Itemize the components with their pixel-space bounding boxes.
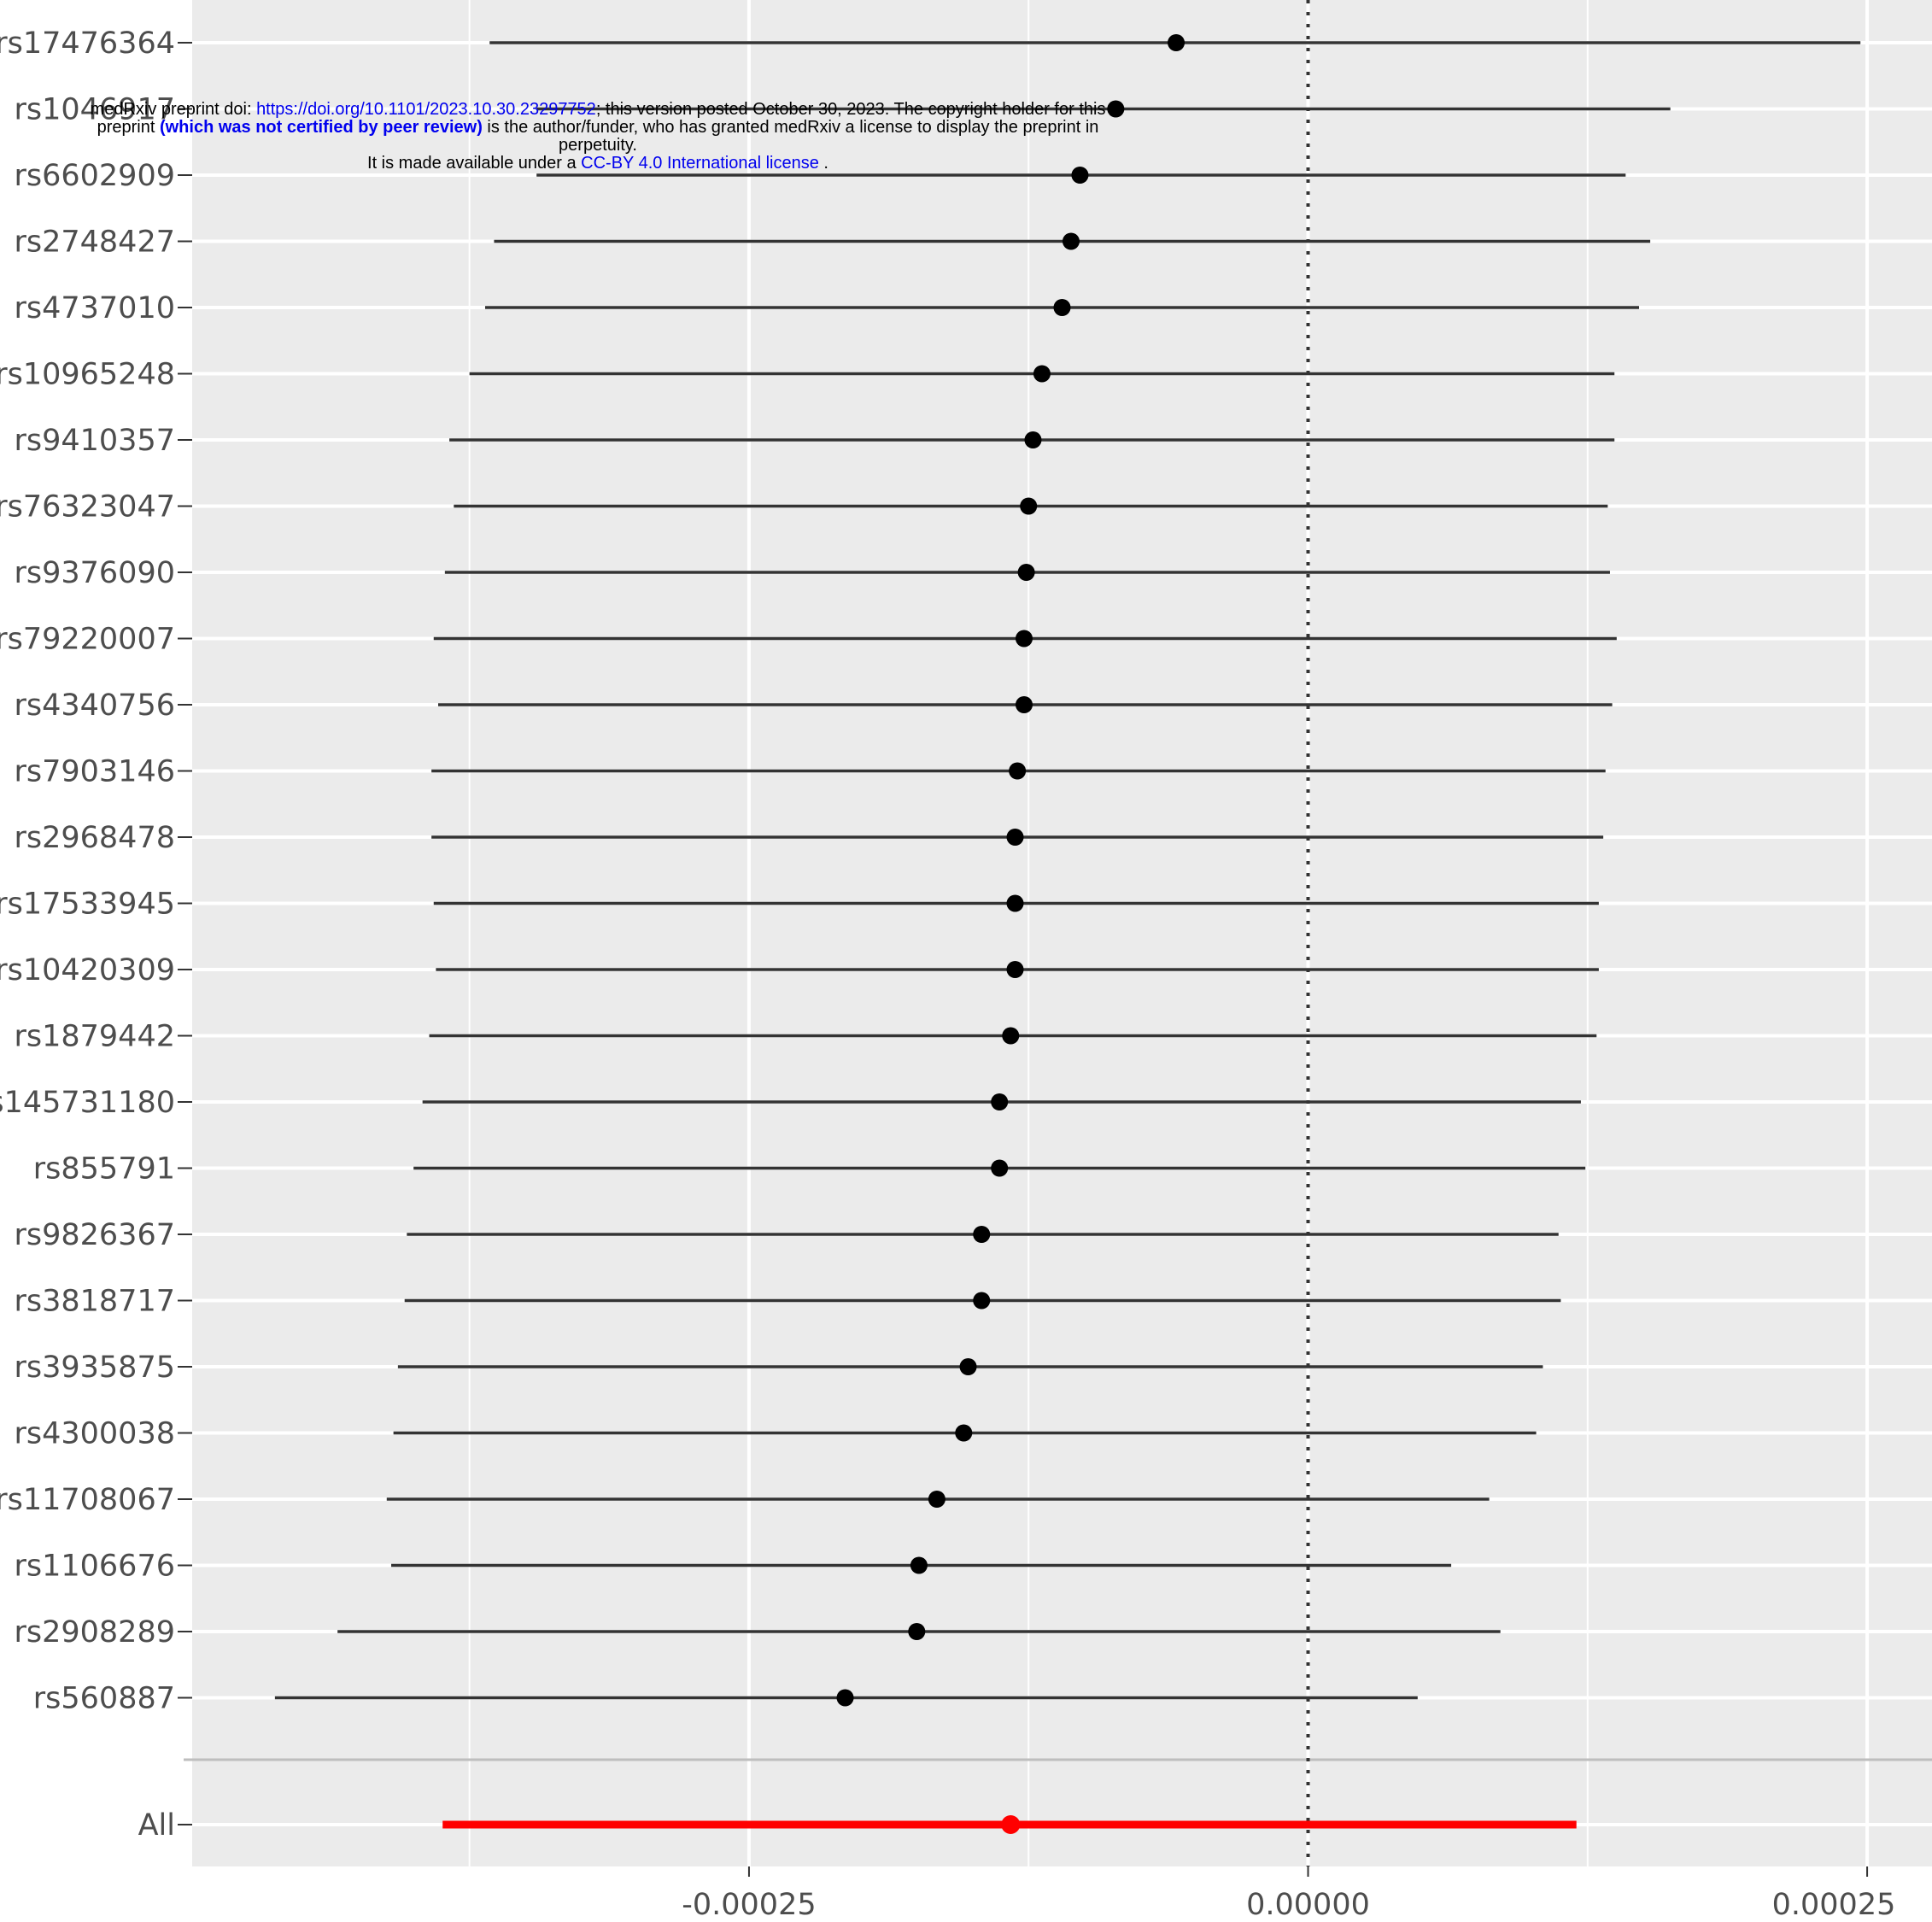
snp-label: rs3935875 bbox=[14, 1351, 175, 1385]
estimate-point bbox=[973, 1226, 991, 1243]
x-tick-label: -0.00025 bbox=[682, 1888, 816, 1922]
snp-label: rs9410357 bbox=[14, 424, 175, 458]
estimate-point bbox=[836, 1689, 854, 1707]
snp-label: rs2908289 bbox=[14, 1615, 175, 1650]
estimate-point bbox=[1002, 1027, 1020, 1045]
summary-label: All bbox=[138, 1808, 175, 1843]
estimate-point bbox=[1071, 167, 1089, 184]
estimate-point bbox=[973, 1292, 991, 1310]
snp-label: rs1046917 bbox=[14, 93, 175, 127]
snp-label: rs2968478 bbox=[14, 821, 175, 855]
estimate-point bbox=[1009, 762, 1027, 780]
snp-label: rs9826367 bbox=[14, 1218, 175, 1252]
snp-label: rs9376090 bbox=[14, 556, 175, 590]
snp-label: rs11708067 bbox=[0, 1483, 175, 1517]
snp-label: rs2748427 bbox=[14, 226, 175, 260]
doi-link[interactable]: https://doi.org/10.1101/2023.10.30.23297… bbox=[256, 100, 596, 119]
estimate-point bbox=[991, 1159, 1009, 1177]
estimate-point bbox=[955, 1424, 973, 1442]
snp-label: rs1879442 bbox=[14, 1020, 175, 1054]
snp-label: rs7903146 bbox=[14, 755, 175, 789]
estimate-point bbox=[959, 1358, 977, 1375]
snp-label: rs4737010 bbox=[14, 291, 175, 325]
snp-label: rs3818717 bbox=[14, 1285, 175, 1319]
estimate-point bbox=[1006, 961, 1024, 978]
estimate-point bbox=[1006, 829, 1024, 846]
estimate-point bbox=[1006, 894, 1024, 912]
estimate-point bbox=[910, 1556, 928, 1574]
snp-label: rs79220007 bbox=[0, 623, 175, 657]
estimate-point bbox=[1107, 100, 1125, 118]
notice-line-4: It is made available under a CC-BY 4.0 I… bbox=[367, 154, 828, 173]
notice-line-2: preprint (which was not certified by pee… bbox=[97, 118, 1099, 137]
snp-label: rs560887 bbox=[33, 1682, 175, 1716]
estimate-point bbox=[928, 1491, 946, 1508]
preprint-notice: medRxiv preprint doi: https://doi.org/10… bbox=[0, 101, 1196, 173]
snp-label: rs10420309 bbox=[0, 953, 175, 987]
notice-line-3: perpetuity. bbox=[559, 136, 637, 155]
snp-label: rs145731180 bbox=[0, 1086, 175, 1120]
x-tick-label: 0.00025 bbox=[1772, 1888, 1896, 1922]
peer-review-note: (which was not certified by peer review) bbox=[159, 118, 483, 137]
snp-label: rs17476364 bbox=[0, 26, 175, 61]
estimate-point bbox=[1020, 497, 1038, 515]
snp-label: rs4300038 bbox=[14, 1417, 175, 1451]
estimate-point bbox=[1017, 564, 1035, 581]
estimate-point bbox=[1168, 34, 1186, 51]
estimate-point bbox=[908, 1623, 926, 1640]
summary-point bbox=[1001, 1815, 1021, 1834]
snp-label: rs4340756 bbox=[14, 689, 175, 723]
estimate-point bbox=[1062, 232, 1080, 250]
estimate-point bbox=[1033, 365, 1051, 383]
x-tick-label: 0.00000 bbox=[1246, 1888, 1370, 1922]
notice-line-1: medRxiv preprint doi: https://doi.org/10… bbox=[90, 100, 1106, 119]
plot-panel bbox=[192, 0, 1932, 1866]
axis-labels: rs17476364 rs1046917 rs6602909 rs2748427 rs4… bbox=[0, 26, 1895, 1922]
snp-label: rs6602909 bbox=[14, 159, 175, 193]
license-link[interactable]: CC-BY 4.0 International license bbox=[581, 154, 819, 173]
snp-label: rs17533945 bbox=[0, 888, 175, 922]
estimate-point bbox=[991, 1093, 1009, 1110]
chart-marks bbox=[274, 34, 1861, 1834]
estimate-point bbox=[1015, 696, 1033, 713]
snp-label: rs10965248 bbox=[0, 358, 175, 392]
estimate-point bbox=[1053, 299, 1071, 316]
estimate-point bbox=[1015, 630, 1033, 648]
snp-label: rs76323047 bbox=[0, 490, 175, 524]
snp-label: rs1106676 bbox=[14, 1550, 175, 1584]
snp-label: rs855791 bbox=[33, 1152, 175, 1187]
estimate-point bbox=[1024, 431, 1042, 448]
